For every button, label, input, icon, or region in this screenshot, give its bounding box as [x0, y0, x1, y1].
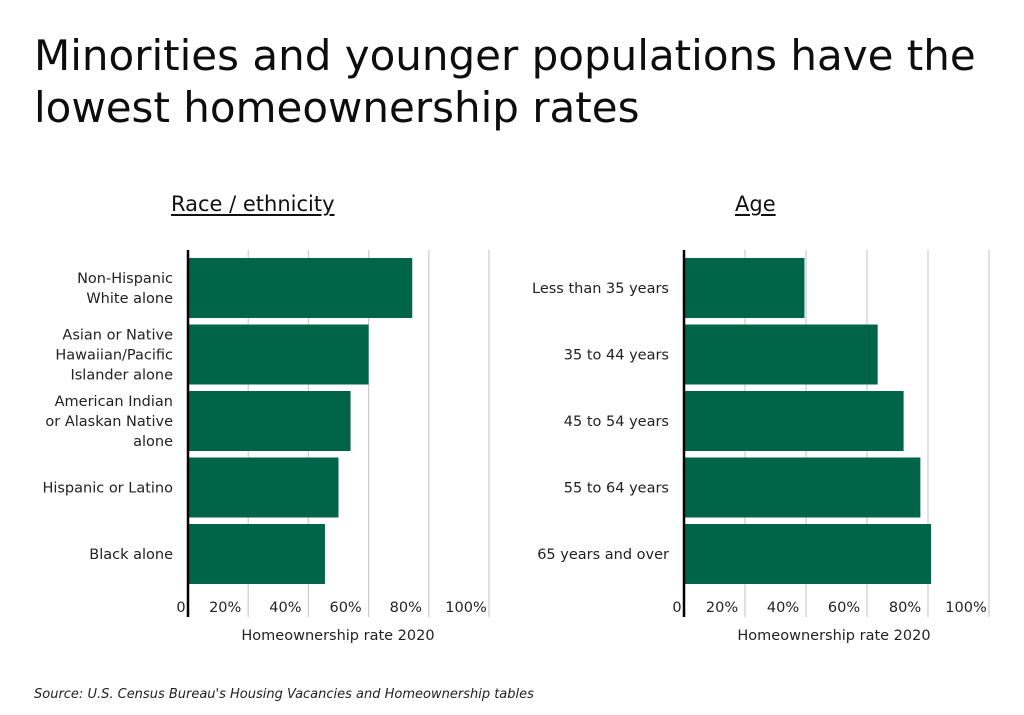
- age-x-axis-label: Homeownership rate 2020: [737, 628, 930, 644]
- race-bar-2: [188, 391, 351, 451]
- chart-title: Minorities and younger populations have …: [34, 31, 976, 132]
- race-tick-label-2: 40%: [269, 600, 301, 616]
- race-category-label-1: Asian or Native Hawaiian/Pacific Islander …: [55, 328, 173, 384]
- age-bar-1: [684, 324, 878, 385]
- age-category-label-0: Less than 35 years: [532, 281, 669, 297]
- age-tick-label-5: 100%: [945, 600, 986, 616]
- race-bar-1: [188, 324, 369, 385]
- age-tick-label-2: 40%: [767, 600, 799, 616]
- age-tick-label-0: 0: [672, 600, 681, 616]
- age-bar-3: [684, 457, 921, 518]
- age-tick-label-3: 60%: [828, 600, 860, 616]
- race-category-label-4: Black alone: [89, 547, 173, 563]
- race-bar-3: [188, 457, 339, 518]
- age-category-label-2: 45 to 54 years: [564, 414, 669, 430]
- age-bar-0: [684, 258, 805, 318]
- age-category-label-1: 35 to 44 years: [564, 348, 669, 364]
- race-tick-label-1: 20%: [209, 600, 241, 616]
- race-panel-title: Race / ethnicity: [171, 192, 335, 216]
- age-tick-label-4: 80%: [889, 600, 921, 616]
- race-tick-label-0: 0: [176, 600, 185, 616]
- race-category-label-2: American Indian or Alaskan Native alone: [45, 394, 173, 450]
- race-category-label-3: Hispanic or Latino: [42, 481, 173, 497]
- age-tick-label-1: 20%: [706, 600, 738, 616]
- source-note: Source: U.S. Census Bureau's Housing Vac…: [34, 687, 534, 702]
- race-tick-label-4: 80%: [390, 600, 422, 616]
- age-category-label-4: 65 years and over: [537, 547, 669, 563]
- race-category-label-0: Non-Hispanic White alone: [77, 271, 173, 307]
- age-bar-2: [684, 391, 904, 451]
- race-bar-4: [188, 524, 325, 584]
- race-tick-label-5: 100%: [445, 600, 486, 616]
- age-panel-title: Age: [735, 192, 776, 216]
- race-tick-label-3: 60%: [329, 600, 361, 616]
- age-bar-4: [684, 524, 932, 584]
- race-x-axis-label: Homeownership rate 2020: [241, 628, 434, 644]
- race-bar-0: [188, 258, 413, 318]
- age-category-label-3: 55 to 64 years: [564, 481, 669, 497]
